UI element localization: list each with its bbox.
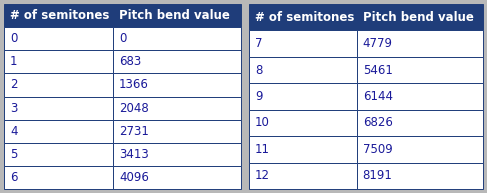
Bar — [249, 57, 356, 83]
Text: 6144: 6144 — [363, 90, 393, 103]
Bar — [356, 57, 483, 83]
Text: 7: 7 — [255, 37, 262, 50]
Text: 0: 0 — [10, 32, 18, 45]
Text: 11: 11 — [255, 143, 270, 156]
Text: 0: 0 — [119, 32, 127, 45]
Bar — [113, 50, 241, 73]
Bar — [4, 120, 113, 143]
Text: 1: 1 — [10, 55, 18, 68]
Text: 2048: 2048 — [119, 102, 149, 115]
Bar — [249, 4, 356, 30]
Text: 9: 9 — [255, 90, 262, 103]
Bar — [4, 73, 113, 96]
Bar — [113, 96, 241, 120]
Bar — [4, 50, 113, 73]
Text: 4: 4 — [10, 125, 18, 138]
Bar — [113, 4, 241, 27]
Text: # of semitones: # of semitones — [10, 9, 110, 22]
Text: 3: 3 — [10, 102, 18, 115]
Text: 2: 2 — [10, 78, 18, 91]
Text: 4096: 4096 — [119, 171, 149, 184]
Bar — [249, 163, 356, 189]
Bar — [4, 4, 113, 27]
Text: 6826: 6826 — [363, 116, 393, 130]
Bar — [4, 166, 113, 189]
Bar — [356, 136, 483, 163]
Text: 12: 12 — [255, 169, 270, 182]
Text: 5461: 5461 — [363, 63, 393, 77]
Bar — [356, 83, 483, 110]
Bar — [4, 96, 113, 120]
Text: 8: 8 — [255, 63, 262, 77]
Bar — [356, 30, 483, 57]
Text: 7509: 7509 — [363, 143, 393, 156]
Bar — [249, 136, 356, 163]
Bar — [356, 163, 483, 189]
Text: 10: 10 — [255, 116, 270, 130]
Bar — [113, 120, 241, 143]
Bar — [113, 166, 241, 189]
Bar — [249, 83, 356, 110]
Bar — [356, 4, 483, 30]
Bar — [113, 73, 241, 96]
Bar — [249, 30, 356, 57]
Text: 6: 6 — [10, 171, 18, 184]
Bar — [4, 27, 113, 50]
Text: Pitch bend value: Pitch bend value — [119, 9, 230, 22]
Text: 4779: 4779 — [363, 37, 393, 50]
Bar — [113, 27, 241, 50]
Bar — [4, 143, 113, 166]
Text: 5: 5 — [10, 148, 18, 161]
Text: Pitch bend value: Pitch bend value — [363, 11, 473, 24]
Bar — [249, 110, 356, 136]
Text: # of semitones: # of semitones — [255, 11, 355, 24]
Bar — [113, 143, 241, 166]
Text: 1366: 1366 — [119, 78, 149, 91]
Text: 8191: 8191 — [363, 169, 393, 182]
Text: 3413: 3413 — [119, 148, 149, 161]
Text: 683: 683 — [119, 55, 141, 68]
Text: 2731: 2731 — [119, 125, 149, 138]
Bar — [356, 110, 483, 136]
